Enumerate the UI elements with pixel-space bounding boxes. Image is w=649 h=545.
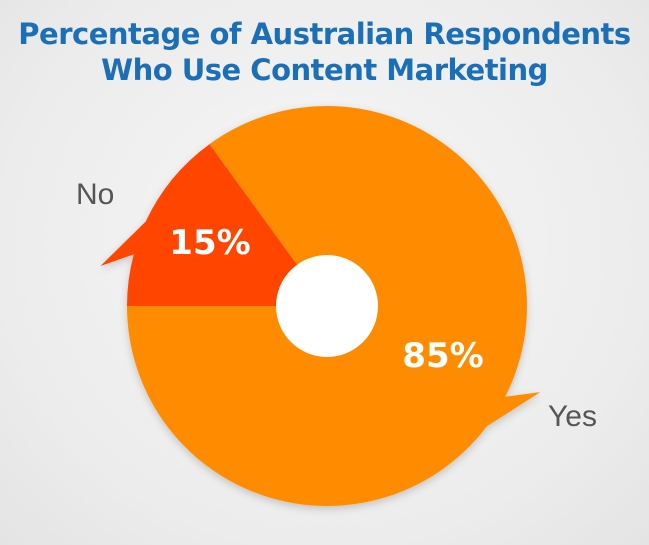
slice-value-label-no: 15%	[169, 223, 250, 263]
chart-title-line-1: Percentage of Australian Respondents	[18, 17, 631, 51]
category-label-yes: Yes	[548, 400, 597, 433]
chart-title: Percentage of Australian Respondents Who…	[0, 16, 649, 88]
slice-value-label-yes: 85%	[402, 336, 483, 376]
chart-title-line-2: Who Use Content Marketing	[101, 53, 548, 87]
category-label-no: No	[76, 178, 114, 211]
pie-center-hole	[276, 255, 378, 357]
pie-slice-no	[100, 144, 328, 306]
